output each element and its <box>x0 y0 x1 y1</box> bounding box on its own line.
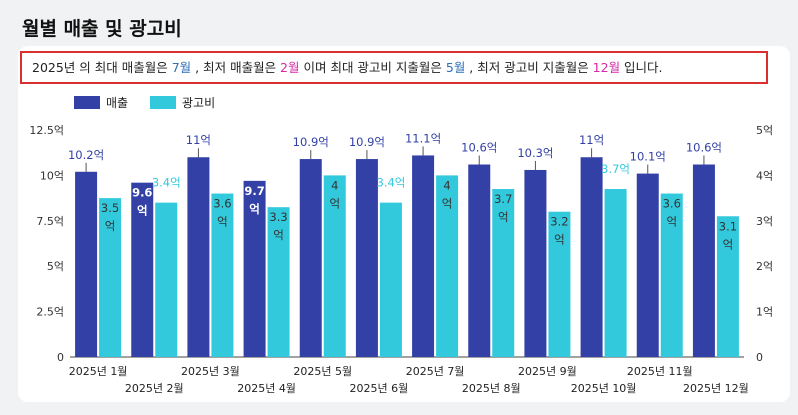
x-tick-label: 2025년 10월 <box>571 382 637 395</box>
bar-sales <box>524 169 547 357</box>
data-label-sales: 11억 <box>579 133 604 147</box>
legend-swatch-sales <box>74 96 100 109</box>
bar-ads <box>660 193 683 357</box>
data-label-sales: 10.9억 <box>349 135 385 149</box>
x-tick-label: 2025년 4월 <box>237 382 296 395</box>
x-tick-label: 2025년 12월 <box>683 382 749 395</box>
y-right-tick-label: 5억 <box>756 124 773 137</box>
bar-sales <box>299 159 322 357</box>
legend-label-ads: 광고비 <box>182 96 216 110</box>
bar-sales <box>243 180 266 357</box>
y-left-tick-label: 7.5억 <box>36 215 64 228</box>
x-tick-label: 2025년 11월 <box>627 365 693 378</box>
legend-swatch-ads <box>150 96 176 109</box>
data-label-sales: 10.2억 <box>68 148 104 162</box>
summary-box: 2025년 의 최대 매출월은 7월 , 최저 매출월은 2월 이며 최대 광고… <box>20 51 768 84</box>
min-sales-month: 2월 <box>280 60 300 75</box>
bar-sales <box>580 157 603 357</box>
y-left-tick-label: 10억 <box>40 169 64 182</box>
bar-ads <box>323 175 346 357</box>
bar-sales <box>412 155 435 357</box>
bar-ads <box>492 189 515 357</box>
x-tick-label: 2025년 7월 <box>406 365 465 378</box>
page-title: 월별 매출 및 광고비 <box>22 18 182 40</box>
y-right-tick-label: 3억 <box>756 215 773 228</box>
y-right-tick-label: 4억 <box>756 169 773 182</box>
x-tick-label: 2025년 1월 <box>69 365 128 378</box>
y-left-tick-label: 0 <box>57 351 64 364</box>
bar-sales <box>187 157 210 357</box>
bar-ads <box>99 198 122 357</box>
data-label-ads: 3.7억 <box>601 162 630 176</box>
max-ad-month: 5월 <box>445 60 466 75</box>
bar-sales <box>636 173 659 357</box>
bar-ads <box>267 207 290 357</box>
max-sales-month: 7월 <box>171 60 192 75</box>
x-tick-label: 2025년 6월 <box>350 382 409 395</box>
summary-text: 이며 최대 광고비 지출월은 <box>299 60 446 75</box>
y-right-tick-label: 0 <box>756 351 763 364</box>
legend-label-sales: 매출 <box>106 96 129 110</box>
data-label-ads: 3.3 억 <box>269 210 287 242</box>
x-tick-label: 2025년 2월 <box>125 382 184 395</box>
x-tick-label: 2025년 9월 <box>518 365 577 378</box>
data-label-ads: 3.4억 <box>152 176 181 190</box>
bar-ads <box>604 189 627 357</box>
y-left-tick-label: 2.5억 <box>36 306 64 319</box>
data-label-sales: 10.6억 <box>461 141 497 155</box>
summary-text: , 최저 매출월은 <box>191 60 281 75</box>
data-label-sales: 10.6억 <box>686 141 722 155</box>
bar-ads <box>548 211 571 357</box>
data-label-ads: 3.1 억 <box>719 219 737 251</box>
legend-item-ads[interactable]: 광고비 <box>150 94 215 111</box>
data-label-ads: 3.4억 <box>376 176 405 190</box>
bar-sales <box>468 164 491 357</box>
x-tick-label: 2025년 3월 <box>181 365 240 378</box>
data-label-sales: 11억 <box>186 133 211 147</box>
bar-ads <box>211 193 234 357</box>
min-ad-month: 12월 <box>592 60 621 75</box>
data-label-sales: 10.1억 <box>630 150 666 164</box>
bar-sales <box>131 182 154 357</box>
data-label-sales: 10.9억 <box>293 135 329 149</box>
bar-sales <box>75 171 98 357</box>
legend-item-sales[interactable]: 매출 <box>74 94 128 111</box>
summary-text: 입니다. <box>620 60 663 75</box>
data-label-sales: 9.7 억 <box>244 184 264 216</box>
y-right-tick-label: 1억 <box>756 306 773 319</box>
data-label-ads: 3.2 억 <box>550 215 568 247</box>
data-label-sales: 11.1억 <box>405 131 441 145</box>
bar-ads <box>436 175 459 357</box>
bar-ads <box>155 202 178 357</box>
data-label-ads: 3.6 억 <box>663 197 681 229</box>
y-right-tick-label: 2억 <box>756 260 773 273</box>
bar-ads <box>379 202 402 357</box>
data-label-sales: 9.6 억 <box>132 186 152 218</box>
bar-sales <box>355 159 378 357</box>
bar-sales <box>692 164 715 357</box>
bar-ads <box>716 216 739 357</box>
y-left-tick-label: 12.5억 <box>29 124 64 137</box>
data-label-ads: 3.6 억 <box>213 197 231 229</box>
summary-text: 2025년 의 최대 매출월은 <box>32 60 172 75</box>
data-label-sales: 10.3억 <box>517 146 553 160</box>
x-tick-label: 2025년 5월 <box>293 365 352 378</box>
summary-text: , 최저 광고비 지출월은 <box>465 60 593 75</box>
data-label-ads: 3.5 억 <box>101 201 119 233</box>
x-tick-label: 2025년 8월 <box>462 382 521 395</box>
y-left-tick-label: 5억 <box>47 260 64 273</box>
